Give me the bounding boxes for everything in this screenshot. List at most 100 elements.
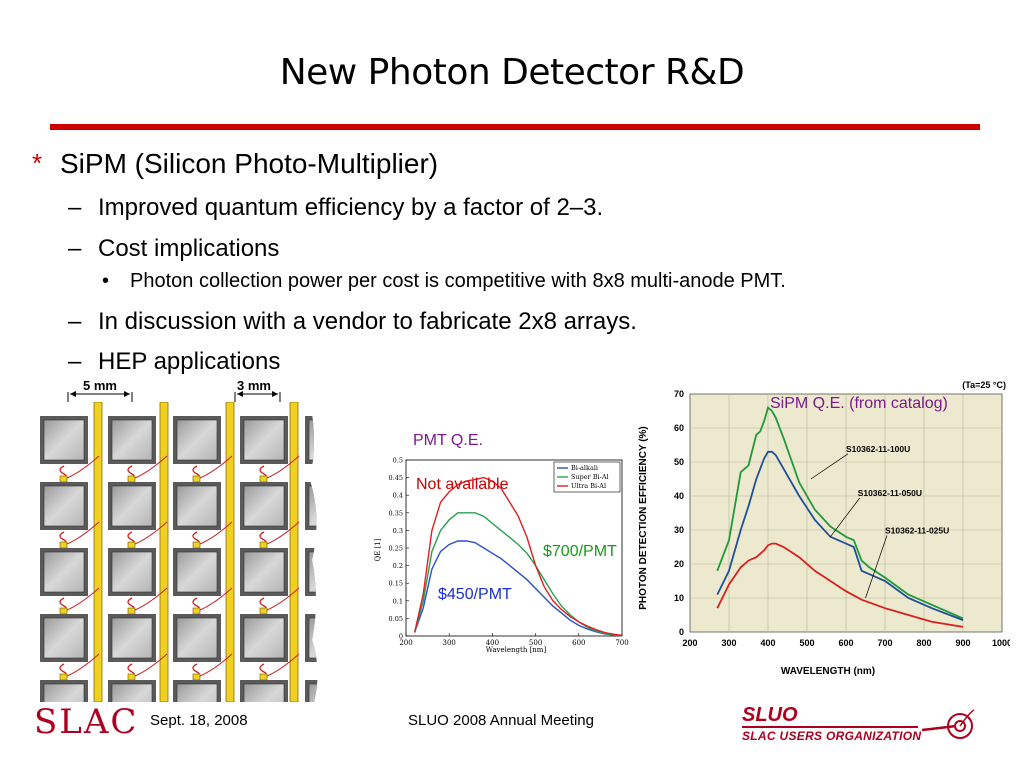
pmt-legend-label: Bi-alkali [571,464,598,472]
sipm-x-tick-label: 500 [799,638,814,648]
bond-pad [192,541,201,549]
sub-bullet-3-text: In discussion with a vendor to fabricate… [98,308,637,335]
bond-wire [266,653,300,677]
bond-pad [325,542,328,548]
bond-wire [199,653,233,677]
sipm-y-axis-label: PHOTON DETECTION EFFICIENCY (%) [638,426,649,610]
pmt-qe-chart: 200 300 400 500 600 700 0 0.05 0.1 0.15 0.2 0.25 0.3… [374,457,629,655]
bond-wire [66,521,100,545]
sipm-y-tick-label: 50 [674,457,684,467]
sipm-pad [308,683,318,702]
sipm-pad [43,551,85,593]
sluo-logo-text: SLUO [742,704,798,726]
pmt-x-axis-label: Wavelength [nm] [486,646,547,654]
bullet-star-marker: * [32,148,43,178]
bond-pad [127,475,136,483]
pmt-qe-title: PMT Q.E. [413,432,483,449]
dot-marker: • [102,270,110,292]
bond-pad [325,674,328,680]
particle-track-icon [921,709,975,739]
pmt-y-tick-label: 0.4 [393,492,403,500]
sipm-pad-frame [305,548,318,596]
trace-bus [225,402,235,702]
bond-pad [192,475,201,483]
sipm-pad [243,683,285,702]
sipm-series-leader [830,497,860,538]
sipm-x-tick-label: 900 [955,638,970,648]
bond-pad [127,607,136,615]
bond-pad [59,673,68,681]
price-700-label: $700/PMT [543,543,617,560]
bond-pad [259,673,268,681]
bond-wire [66,653,100,677]
sipm-pad [43,485,85,527]
sub-sub-bullet-text: Photon collection power per cost is comp… [130,270,786,292]
pmt-y-tick-label: 0.25 [389,545,403,553]
bond-pad [259,541,268,549]
sipm-x-tick-label: 600 [838,638,853,648]
sub-bullet-4-text: HEP applications [98,348,281,375]
sipm-pad [176,419,218,461]
bond-wire [325,466,328,478]
sipm-pad [308,617,318,659]
trace-bus [93,402,103,702]
pmt-y-tick-label: 0.15 [389,580,403,588]
sipm-pad-frame [305,614,318,662]
bond-wire [266,455,300,479]
sipm-y-tick-label: 60 [674,423,684,433]
bond-pad [59,607,68,615]
pmt-series-line-1 [413,540,623,637]
sipm-x-tick-label: 200 [682,638,697,648]
sipm-pad [43,617,85,659]
sipm-series-line-2 [716,450,964,621]
sipm-series-label: S10362-11-025U [885,525,949,535]
pmt-y-tick-label: 0 [399,633,403,641]
bond-wire [199,587,233,611]
bond-wire [134,653,168,677]
bond-wire [325,598,328,610]
sipm-pad [176,551,218,593]
dash-marker: – [68,194,82,221]
pmt-x-tick-label: 600 [572,639,585,647]
sipm-pad [308,551,318,593]
bond-pad [259,475,268,483]
sipm-x-tick-label: 800 [916,638,931,648]
bond-wire [325,532,328,544]
bond-pad [325,608,328,614]
pmt-x-tick-label: 500 [529,639,542,647]
slide-title: New Photon Detector R&D [279,52,745,93]
sluo-logo-subtitle: SLAC USERS ORGANIZATION [742,729,922,743]
trace-bus [159,402,169,702]
pmt-series-line-3 [413,476,623,636]
pmt-legend-label: Ultra Bi-Al [571,482,606,490]
sipm-pad [111,485,153,527]
bond-pad [192,673,201,681]
sipm-array-diagram: 5 mm 3 mm [28,380,328,702]
sipm-series-label: S10362-11-050U [858,488,922,498]
sipm-series-leader [810,453,849,480]
sipm-pad [176,683,218,702]
sipm-pde-chart: 200 300 400 500 600 700 800 900 1000 0 10 20 30 40 50 6… [638,380,1010,677]
bond-wire [266,521,300,545]
sipm-pad [243,485,285,527]
price-450-label: $450/PMT [438,586,512,603]
title-divider [50,124,980,130]
footer-date: Sept. 18, 2008 [150,712,248,729]
bond-pad [259,607,268,615]
dash-marker: – [68,235,82,262]
sipm-x-tick-label: 400 [760,638,775,648]
sipm-x-axis-label: WAVELENGTH (nm) [781,666,875,677]
pmt-x-tick-label: 400 [486,639,499,647]
bond-wire [199,455,233,479]
dim-label-3mm: 3 mm [237,380,271,393]
sipm-pad [43,683,85,702]
pmt-y-tick-label: 0.1 [393,597,403,605]
bond-wire [134,455,168,479]
pmt-y-tick-label: 0.3 [393,527,403,535]
dim-label-5mm: 5 mm [83,380,117,393]
sipm-y-tick-label: 40 [674,491,684,501]
sipm-y-tick-label: 10 [674,593,684,603]
sipm-x-tick-label: 700 [877,638,892,648]
bond-pad [59,541,68,549]
sipm-pad [111,419,153,461]
